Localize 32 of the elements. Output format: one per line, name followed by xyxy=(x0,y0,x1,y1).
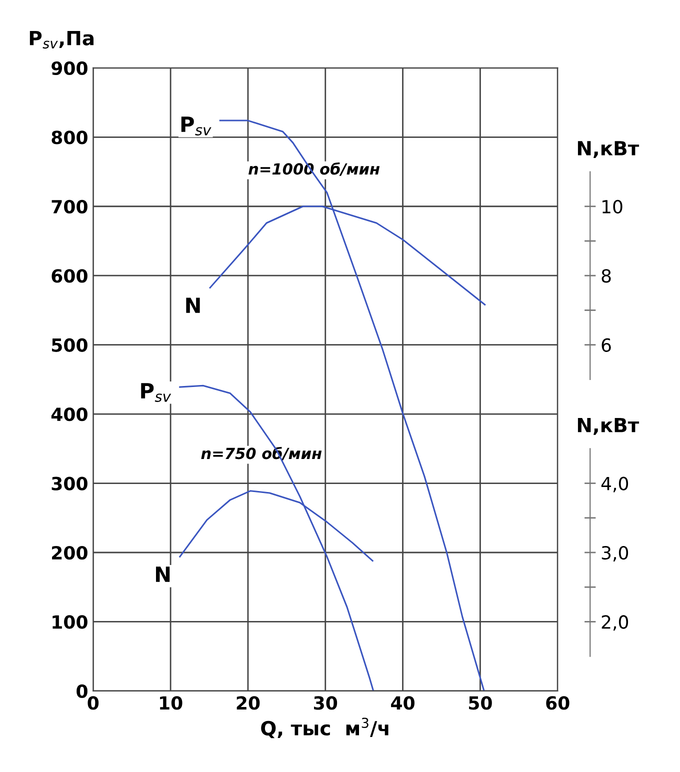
y-tick-label: 900 xyxy=(52,61,88,76)
series-label: N xyxy=(186,298,200,313)
y3-axis-title: N,кВт xyxy=(578,418,640,435)
y-tick-label: 0 xyxy=(76,684,88,698)
y3-tick-label: 4,0 xyxy=(601,476,628,492)
y2-axis-title: N,кВт xyxy=(578,141,640,158)
series-label: P$_{sv}$ xyxy=(181,116,212,136)
y-tick-label: 400 xyxy=(51,408,88,422)
y3-tick-label: 2,0 xyxy=(602,615,628,631)
y-tick-label: 700 xyxy=(52,200,88,214)
y-tick-label: 300 xyxy=(52,476,88,490)
y2-tick-label: 10 xyxy=(602,200,622,214)
x-tick-label: 40 xyxy=(391,696,414,710)
series-label: P$_{sv}$ xyxy=(141,383,172,402)
x-tick-label: 50 xyxy=(469,696,492,710)
y2-tick-label: 8 xyxy=(602,269,611,283)
x-tick-label: 0 xyxy=(88,696,99,710)
y-tick-label: 600 xyxy=(52,269,88,283)
x-tick-label: 30 xyxy=(314,696,338,710)
x-tick-label: 60 xyxy=(546,696,570,710)
x-tick-label: 10 xyxy=(160,696,182,710)
y-axis-title: P$_{sv}$,Па xyxy=(30,31,94,49)
line-series xyxy=(179,384,374,691)
y-tick-label: 200 xyxy=(52,546,88,560)
series-label: N xyxy=(156,566,170,582)
y3-tick-label: 3,0 xyxy=(602,546,628,562)
x-axis-title: Q, тыс м$^{3}$/ч xyxy=(261,718,388,738)
y2-tick-label: 6 xyxy=(602,338,611,352)
x-tick-label: 20 xyxy=(236,696,260,710)
y-tick-label: 800 xyxy=(52,130,88,144)
y-tick-label: 100 xyxy=(52,615,88,629)
y-tick-label: 500 xyxy=(52,338,88,352)
